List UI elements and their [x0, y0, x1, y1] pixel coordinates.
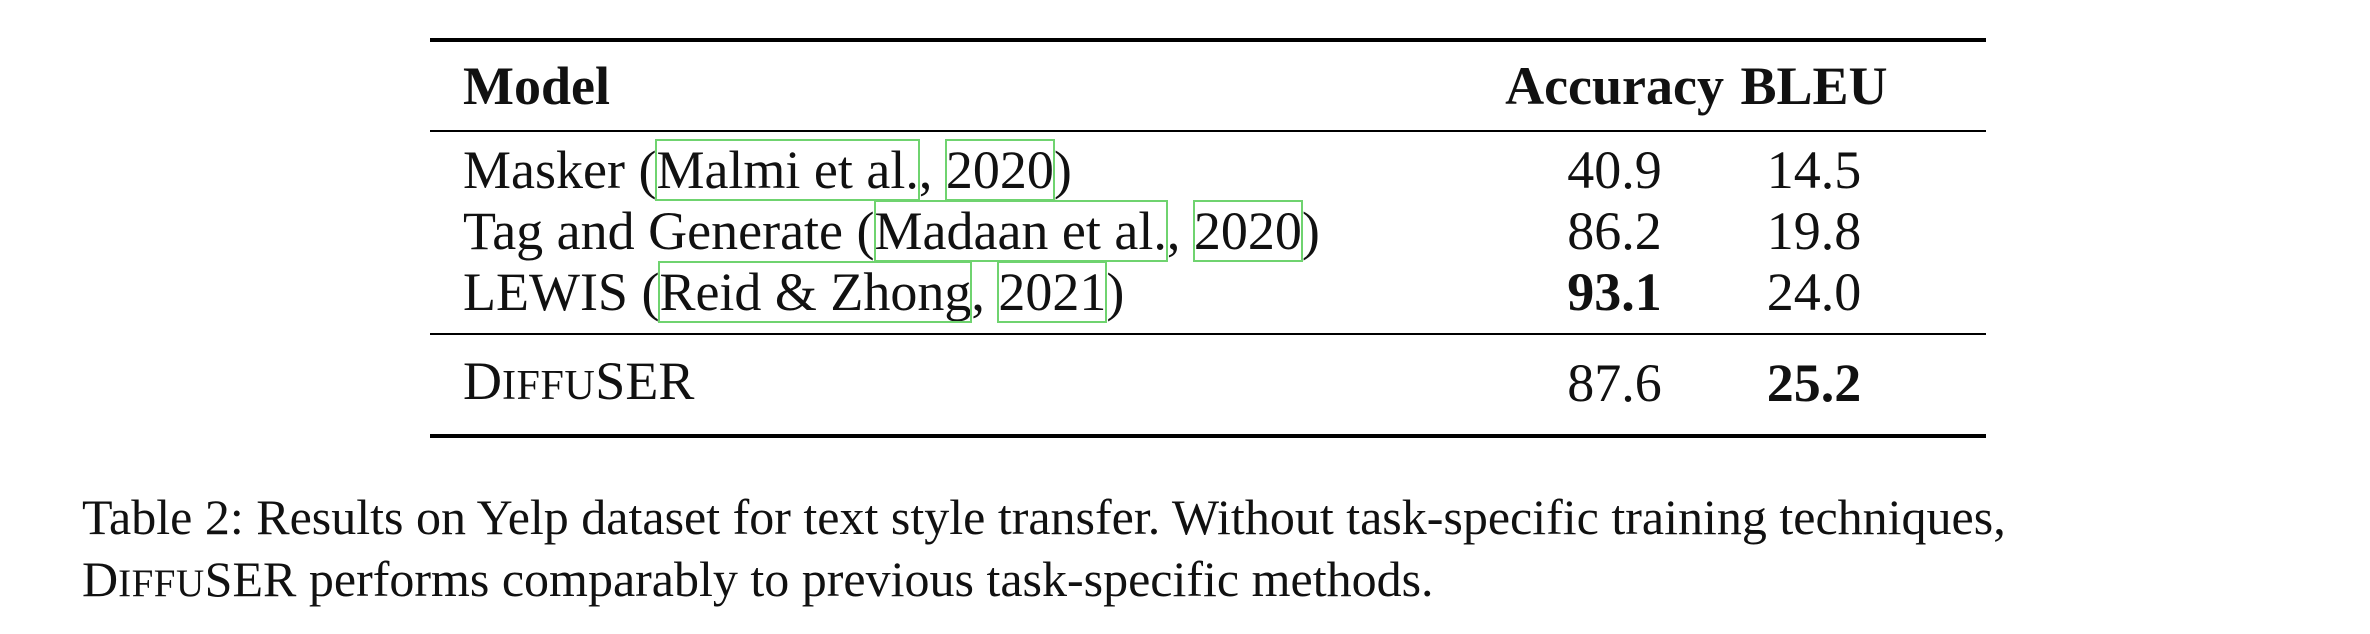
caption-text-line2: performs comparably to previous task-spe… — [296, 551, 1434, 607]
table-header-row: Model Accuracy BLEU — [430, 40, 1986, 131]
header-accuracy: Accuracy — [1505, 55, 1724, 116]
model-name: LEWIS — [463, 262, 628, 322]
accuracy-cell: 87.6 — [1567, 353, 1662, 413]
citation-author-link[interactable]: Reid & Zhong — [658, 261, 973, 323]
model-cell: Tag and Generate (Madaan et al., 2020) — [463, 200, 1320, 262]
citation-year-link[interactable]: 2020 — [1192, 200, 1303, 262]
accuracy-cell: 40.9 — [1567, 140, 1662, 200]
bleu-cell: 24.0 — [1766, 262, 1862, 322]
model-name-part: ER — [625, 351, 695, 411]
citation-author-link[interactable]: Malmi et al. — [655, 139, 920, 201]
caption-model-name-part: S — [204, 551, 233, 607]
citation-author-link[interactable]: Madaan et al. — [873, 200, 1168, 262]
bleu-cell-best: 25.2 — [1766, 353, 1862, 413]
results-table: Model Accuracy BLEU Masker (Malmi et al.… — [430, 38, 1986, 438]
model-name-part: S — [595, 351, 626, 411]
citation-year-link[interactable]: 2020 — [944, 139, 1055, 201]
caption-model-name-smallcaps: IFFU — [118, 562, 205, 605]
accuracy-cell: 86.2 — [1567, 201, 1662, 261]
accuracy-cell-best: 93.1 — [1567, 262, 1662, 322]
caption-model-name-part: D — [82, 551, 119, 607]
header-model: Model — [463, 55, 610, 116]
table-row: Masker (Malmi et al., 2020) 40.9 14.5 — [430, 131, 1986, 201]
caption-model-name-part: ER — [232, 551, 297, 607]
header-bleu: BLEU — [1740, 55, 1888, 116]
table-row: LEWIS (Reid & Zhong, 2021) 93.1 24.0 — [430, 261, 1986, 334]
results-table-container: Model Accuracy BLEU Masker (Malmi et al.… — [430, 38, 1986, 438]
model-cell: Masker (Malmi et al., 2020) — [463, 139, 1072, 201]
model-name: Tag and Generate — [463, 201, 844, 261]
table-row: Tag and Generate (Madaan et al., 2020) 8… — [430, 200, 1986, 262]
model-name-smallcaps: IFFU — [502, 362, 596, 409]
proposed-model-rows: DIFFUSER 87.6 25.2 — [430, 334, 1986, 436]
table-row-proposed: DIFFUSER 87.6 25.2 — [430, 334, 1986, 436]
caption-label: Table 2: — [82, 489, 244, 545]
bleu-cell: 19.8 — [1766, 201, 1862, 261]
model-cell: LEWIS (Reid & Zhong, 2021) — [463, 261, 1125, 323]
model-name-part: D — [463, 351, 502, 411]
bleu-cell: 14.5 — [1766, 140, 1862, 200]
model-name: Masker — [463, 140, 625, 200]
table-caption: Table 2: Results on Yelp dataset for tex… — [82, 486, 2322, 615]
model-cell: DIFFUSER — [430, 334, 1505, 436]
citation-year-link[interactable]: 2021 — [997, 261, 1108, 323]
caption-text-line1: Results on Yelp dataset for text style t… — [243, 489, 2006, 545]
baseline-rows: Masker (Malmi et al., 2020) 40.9 14.5 Ta… — [430, 131, 1986, 334]
